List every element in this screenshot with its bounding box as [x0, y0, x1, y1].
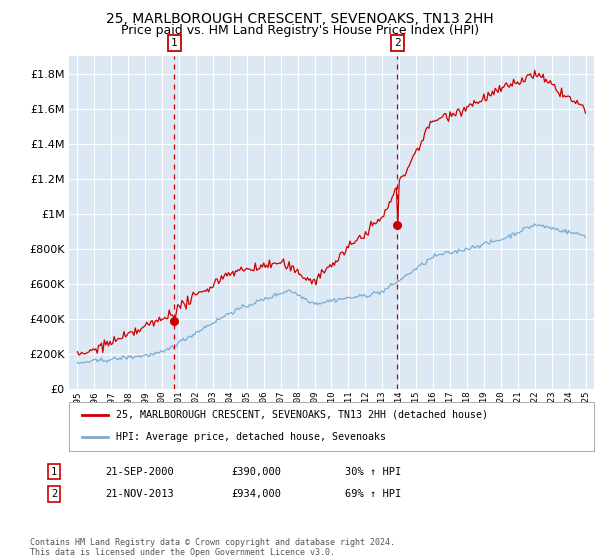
Text: 30% ↑ HPI: 30% ↑ HPI [345, 466, 401, 477]
Text: Price paid vs. HM Land Registry's House Price Index (HPI): Price paid vs. HM Land Registry's House … [121, 24, 479, 36]
Text: 2: 2 [394, 38, 401, 48]
Text: 25, MARLBOROUGH CRESCENT, SEVENOAKS, TN13 2HH: 25, MARLBOROUGH CRESCENT, SEVENOAKS, TN1… [106, 12, 494, 26]
Text: 1: 1 [51, 466, 57, 477]
Text: 21-SEP-2000: 21-SEP-2000 [105, 466, 174, 477]
Text: 21-NOV-2013: 21-NOV-2013 [105, 489, 174, 499]
Text: 69% ↑ HPI: 69% ↑ HPI [345, 489, 401, 499]
Text: HPI: Average price, detached house, Sevenoaks: HPI: Average price, detached house, Seve… [116, 432, 386, 442]
Text: 2: 2 [51, 489, 57, 499]
Text: £390,000: £390,000 [231, 466, 281, 477]
Text: £934,000: £934,000 [231, 489, 281, 499]
Text: 25, MARLBOROUGH CRESCENT, SEVENOAKS, TN13 2HH (detached house): 25, MARLBOROUGH CRESCENT, SEVENOAKS, TN1… [116, 410, 488, 420]
Text: 1: 1 [171, 38, 178, 48]
Text: Contains HM Land Registry data © Crown copyright and database right 2024.
This d: Contains HM Land Registry data © Crown c… [30, 538, 395, 557]
